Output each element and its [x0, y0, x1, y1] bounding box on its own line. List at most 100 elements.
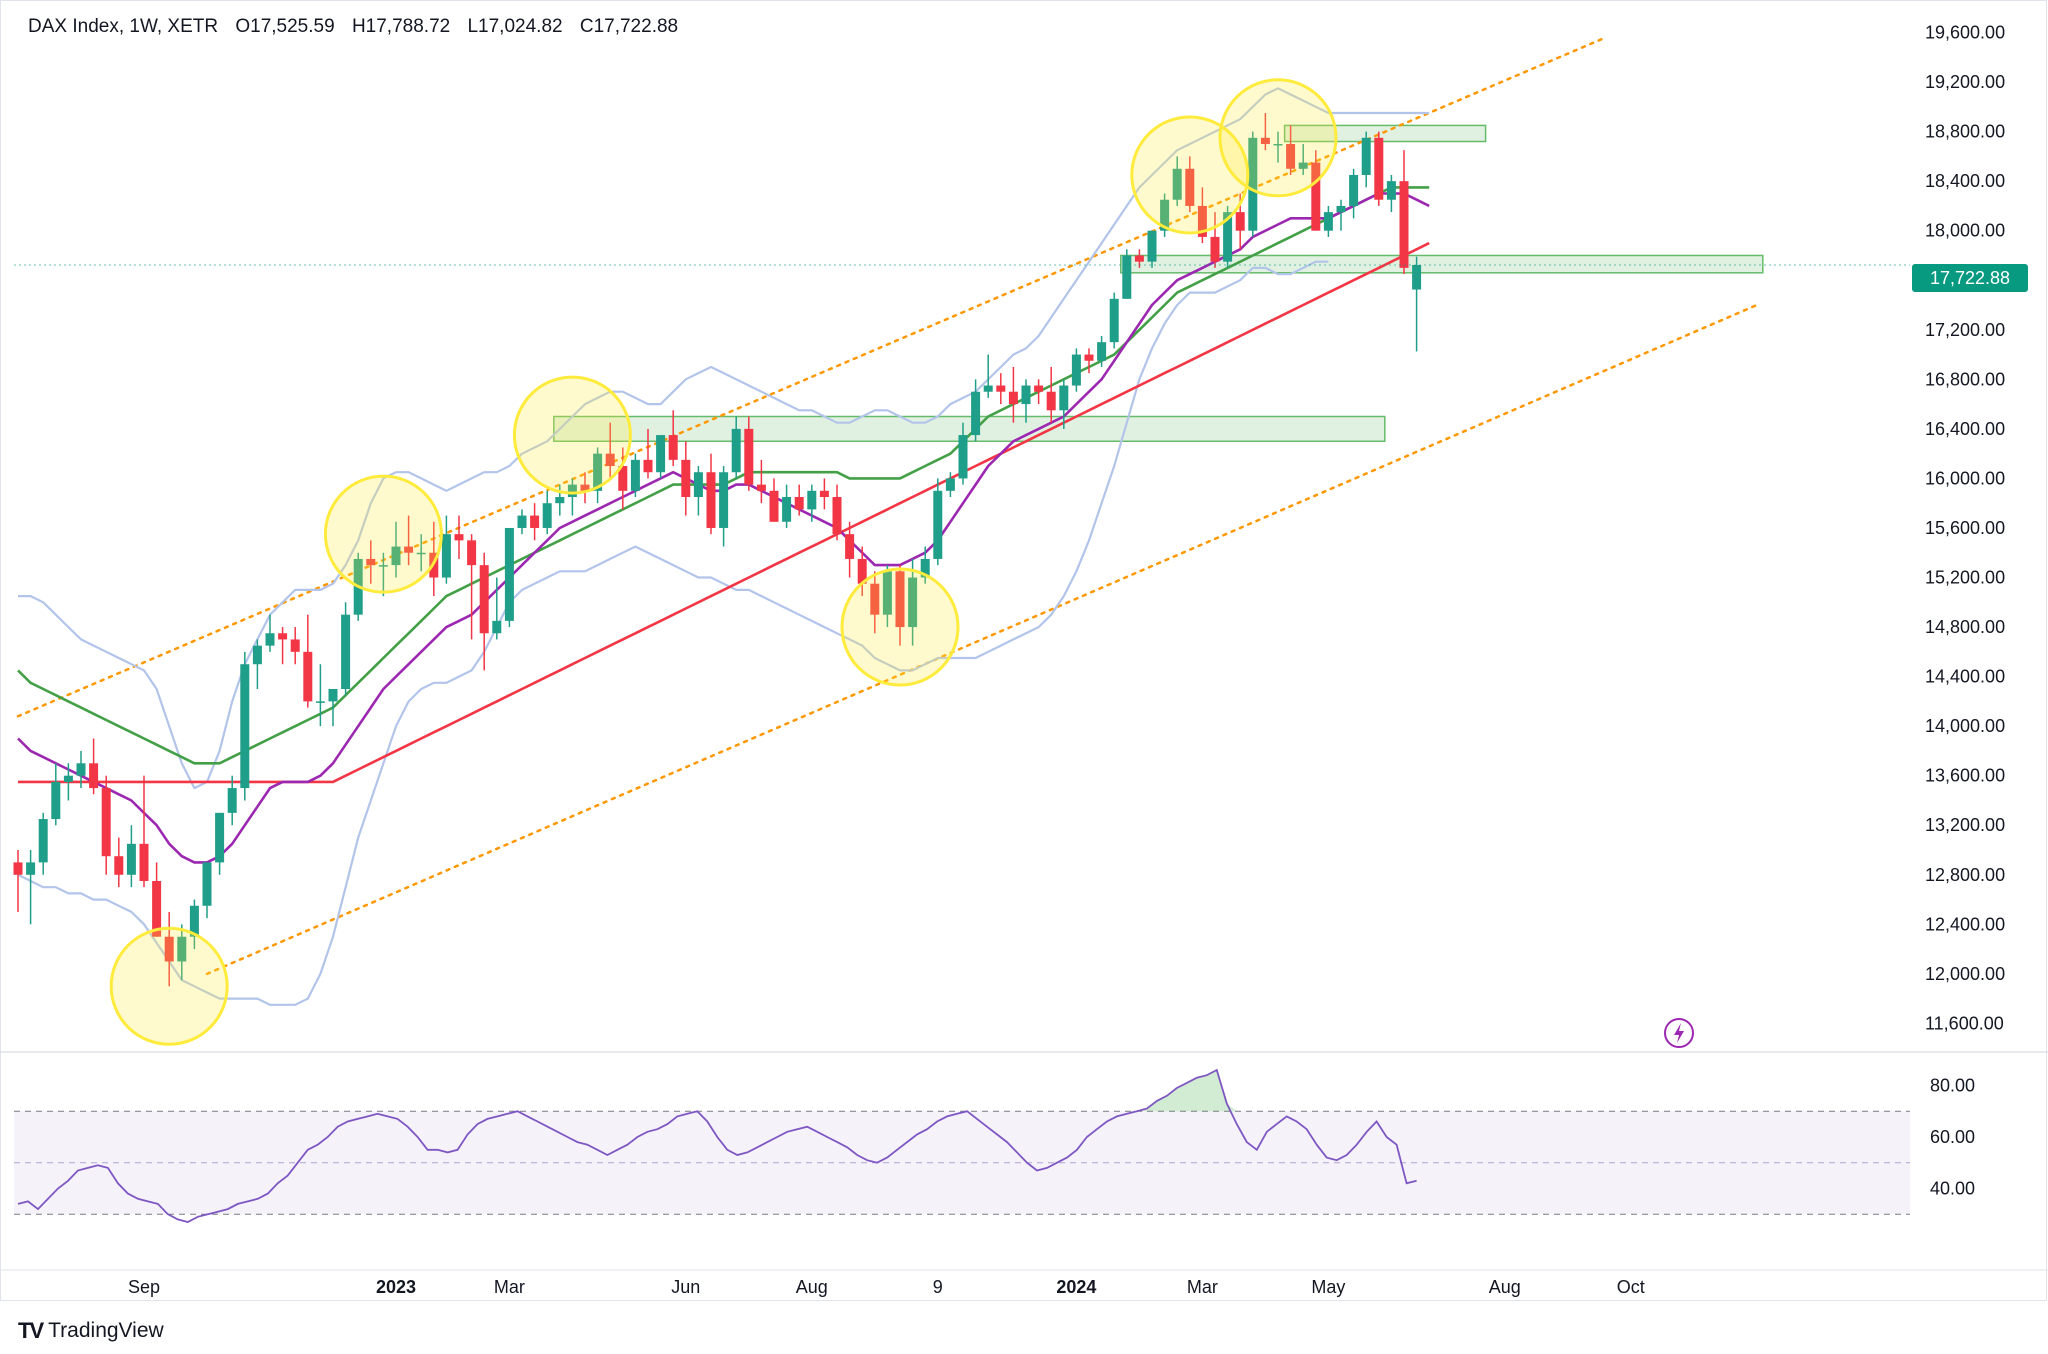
tradingview-brand[interactable]: TV TradingView — [18, 1318, 164, 1344]
candle-body — [1021, 385, 1031, 405]
candle — [744, 416, 754, 491]
y-tick-label: 16,000.00 — [1925, 468, 2005, 488]
y-tick-label: 15,600.00 — [1925, 518, 2005, 538]
candle-body — [126, 843, 136, 875]
candle-body — [1197, 205, 1207, 237]
candle-body — [794, 497, 804, 510]
rsi-overbought-fill — [18, 1070, 1417, 1112]
candle — [467, 534, 477, 640]
candle-body — [542, 503, 552, 528]
candle — [1147, 230, 1157, 268]
candle-body — [467, 540, 477, 566]
candle-body — [605, 453, 615, 467]
candle-body — [1071, 354, 1081, 386]
y-tick-label: 11,600.00 — [1925, 1013, 2004, 1033]
candle-body — [1349, 174, 1359, 206]
y-tick-label: 16,400.00 — [1925, 419, 2005, 439]
candle-body — [240, 664, 250, 789]
candle-body — [1109, 298, 1119, 343]
candle — [920, 546, 930, 584]
moving-average-red-line — [18, 241, 1430, 784]
candle — [1059, 379, 1069, 429]
candle — [416, 534, 426, 572]
candle — [1046, 366, 1056, 423]
candle-body — [177, 936, 187, 962]
candle-body — [782, 497, 792, 522]
x-tick-label: 2023 — [376, 1277, 416, 1297]
candle-body — [756, 484, 766, 491]
candle — [1008, 366, 1018, 423]
candle — [38, 812, 48, 875]
candle — [593, 447, 603, 504]
candle — [114, 837, 124, 888]
candle — [605, 422, 615, 479]
candle — [479, 552, 489, 671]
candle — [341, 602, 351, 696]
candle-body — [1286, 143, 1296, 169]
y-tick-label: 18,800.00 — [1925, 122, 2005, 142]
open-value: O17,525.59 — [235, 16, 335, 37]
candle-body — [1298, 162, 1308, 169]
highlight-circle — [840, 567, 960, 687]
candle-body — [189, 905, 199, 937]
candle — [567, 478, 577, 516]
candle — [139, 775, 149, 888]
x-tick-label: May — [1311, 1277, 1345, 1297]
candle-body — [1311, 162, 1321, 231]
y-tick-label: 12,000.00 — [1925, 964, 2005, 984]
candle — [1097, 335, 1107, 367]
lightning-icon — [1664, 1018, 1694, 1048]
candle — [1223, 205, 1233, 268]
candle — [1172, 156, 1182, 206]
candle — [618, 447, 628, 510]
y-tick-label: 18,000.00 — [1925, 221, 2005, 241]
candle-body — [1122, 255, 1132, 299]
candle-body — [832, 497, 842, 535]
candle — [517, 509, 527, 535]
candle-body — [38, 819, 48, 863]
close-value: C17,722.88 — [579, 16, 679, 37]
candle — [227, 775, 237, 826]
x-tick-label: 2024 — [1056, 1277, 1096, 1297]
candle — [215, 812, 225, 875]
y-tick-label: 16,800.00 — [1925, 369, 2005, 389]
candle-body — [1386, 181, 1396, 200]
candle-body — [530, 515, 540, 528]
candle-body — [341, 614, 351, 689]
candle-body — [1097, 342, 1107, 361]
candle-body — [139, 843, 149, 881]
x-tick-label: Aug — [796, 1277, 828, 1297]
candle-body — [303, 651, 313, 702]
candle-body — [1361, 137, 1371, 175]
candle — [807, 484, 817, 522]
candle-body — [517, 515, 527, 528]
candle-body — [1323, 212, 1333, 231]
symbol-header: DAX Index, 1W, XETR O17,525.59 H17,788.7… — [28, 16, 680, 38]
candle-body — [1248, 137, 1258, 231]
candle — [1122, 249, 1132, 299]
candle-body — [328, 688, 338, 702]
candle — [152, 862, 162, 937]
candle — [782, 484, 792, 528]
candle — [731, 416, 741, 479]
candle — [1311, 150, 1321, 231]
candle — [189, 899, 199, 950]
candle — [1323, 205, 1333, 237]
candle — [290, 627, 300, 665]
candle-body — [731, 428, 741, 473]
x-tick-label: Oct — [1617, 1277, 1645, 1297]
bollinger-lower-line — [17, 260, 1329, 1006]
candle-body — [656, 435, 666, 473]
candle-body — [870, 583, 880, 615]
candle-body — [101, 788, 111, 857]
candle — [1361, 131, 1371, 188]
rsi-y-tick-label: 40.00 — [1930, 1178, 1975, 1198]
candle — [63, 763, 73, 801]
candle — [1374, 131, 1384, 206]
candle — [656, 435, 666, 479]
candle-body — [1034, 385, 1044, 392]
candle-body — [278, 633, 288, 640]
lightning-icon-bolt — [1674, 1023, 1684, 1043]
